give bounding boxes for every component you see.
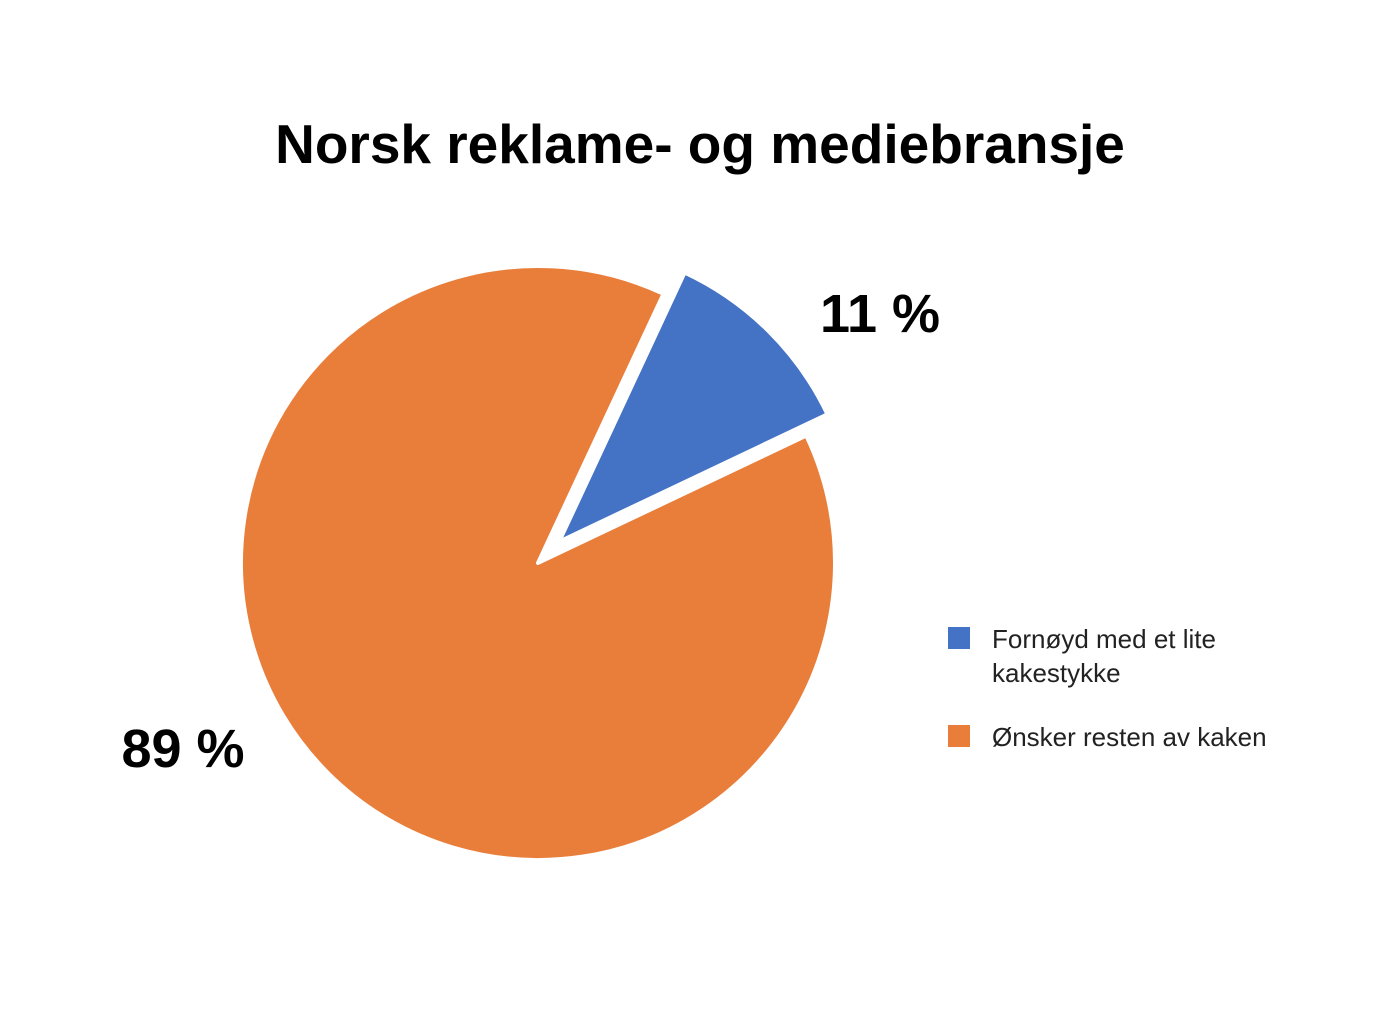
legend-swatch-satisfied: [948, 627, 970, 649]
legend: Fornøyd med et lite kakestykke Ønsker re…: [948, 622, 1278, 784]
data-label-satisfied: 11 %: [820, 284, 940, 344]
chart-title: Norsk reklame- og mediebransje: [275, 113, 1125, 175]
pie-data-labels: 11 % 89 %: [121, 284, 940, 779]
data-label-rest: 89 %: [121, 719, 244, 779]
legend-item-rest: Ønsker resten av kaken: [948, 720, 1278, 754]
pie-slice-satisfied: [557, 270, 830, 544]
legend-label-rest: Ønsker resten av kaken: [992, 722, 1267, 752]
pie-slices: [239, 264, 837, 862]
legend-swatch-rest: [948, 725, 970, 747]
legend-item-satisfied: Fornøyd med et lite kakestykke: [948, 622, 1278, 690]
pie-slice-rest: [239, 264, 837, 862]
legend-label-satisfied: Fornøyd med et lite kakestykke: [992, 624, 1216, 688]
